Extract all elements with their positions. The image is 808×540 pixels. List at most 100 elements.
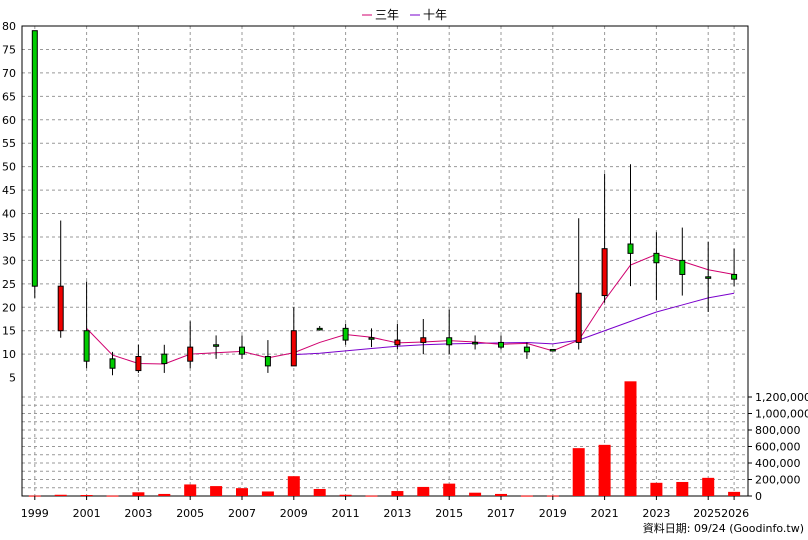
candle (420, 319, 427, 355)
volume-bar (650, 482, 663, 496)
volume-bar (184, 484, 197, 496)
price-tick-label: 15 (2, 325, 16, 338)
price-tick-label: 35 (2, 231, 16, 244)
volume-bar (210, 486, 223, 496)
candle-body (135, 356, 142, 372)
candle (213, 335, 220, 359)
volume-bar (702, 477, 715, 496)
volume-bar (624, 381, 637, 496)
candle (627, 164, 634, 287)
volume-bar (495, 493, 507, 496)
candle (731, 248, 738, 287)
price-tick-label: 70 (2, 67, 16, 80)
candle (187, 321, 194, 369)
volume-bar (469, 492, 482, 496)
plot-border (21, 25, 749, 497)
candle (653, 232, 660, 301)
candle-body (109, 358, 116, 369)
volume-bar (365, 495, 378, 497)
volume-bar (287, 476, 300, 496)
volume-bar (132, 492, 145, 496)
candle (601, 173, 608, 303)
volume-tick-label: 200,000 (755, 474, 801, 487)
volume-bar (572, 448, 585, 496)
x-tick-label: 2007 (228, 507, 256, 520)
candle-body (420, 337, 427, 343)
candle-body (31, 30, 38, 287)
volume-bar (391, 491, 404, 496)
candle (679, 227, 686, 296)
candle (342, 323, 349, 345)
x-axis: 1999 2001 2003 2005 2007 2009 2011 2013 2015 2017… (21, 496, 749, 520)
volume-bar (339, 494, 352, 496)
x-tick-label: 2001 (73, 507, 101, 520)
candle-body (627, 243, 634, 254)
candle (135, 344, 142, 373)
volume-tick-label: 400,000 (755, 457, 801, 470)
price-tick-label: 25 (2, 278, 16, 291)
volume-bar (443, 483, 456, 496)
x-tick-label: 2015 (435, 507, 463, 520)
candle (705, 241, 712, 312)
x-tick-label: 2021 (591, 507, 619, 520)
candle-body (83, 330, 90, 362)
volume-bar (676, 481, 689, 496)
candle (394, 323, 401, 350)
candle-body (290, 330, 297, 367)
candle (239, 335, 245, 359)
candle-body (575, 292, 582, 343)
candle (109, 351, 116, 376)
candle (575, 218, 582, 350)
x-tick-label: 2003 (124, 507, 152, 520)
volume-bar (80, 495, 93, 497)
x-tick-label: 2013 (383, 507, 411, 520)
volume-bar (106, 495, 119, 497)
candle-body (187, 346, 194, 362)
volume-bar (520, 495, 533, 497)
candle-body (57, 285, 64, 332)
price-tick-label: 80 (2, 20, 16, 33)
price-tick-label: 75 (2, 43, 16, 56)
candle-body (316, 327, 323, 331)
candle-body (498, 341, 504, 348)
legend-label-three-year: 三年 (375, 8, 399, 22)
candle-body (679, 259, 686, 275)
price-tick-label: 60 (2, 114, 16, 127)
candle (498, 335, 504, 350)
price-tick-label: 45 (2, 184, 16, 197)
x-tick-label: 2009 (280, 507, 308, 520)
candle-body (161, 353, 168, 365)
volume-tick-label: 800,000 (755, 424, 801, 437)
candle (446, 309, 453, 355)
candle-body (342, 327, 349, 341)
candle (549, 348, 556, 352)
candle (316, 326, 323, 331)
volume-bar (417, 486, 430, 496)
candle-body (213, 344, 220, 347)
x-tick-label: 2026 (721, 507, 749, 520)
x-tick-label: 2011 (332, 507, 360, 520)
candle-body (523, 346, 530, 353)
price-tick-label: 30 (2, 254, 16, 267)
moving-average-lines (86, 253, 735, 365)
volume-bar (313, 488, 326, 496)
candle (31, 30, 38, 298)
volume-bar (236, 488, 248, 496)
legend-label-ten-year: 十年 (423, 8, 447, 22)
candle-body (394, 339, 401, 346)
candle-body (446, 337, 453, 346)
volume-bar (158, 493, 171, 496)
volume-tick-label: 1,200,000 (755, 391, 808, 404)
candle (472, 335, 479, 350)
candle-body (264, 356, 271, 367)
volume-bars (28, 381, 741, 497)
x-tick-label: 2017 (487, 507, 515, 520)
candlesticks (31, 30, 738, 376)
price-tick-label: 20 (2, 301, 16, 314)
candle (161, 344, 168, 373)
candle (523, 342, 530, 359)
plot-frame (21, 25, 749, 497)
volume-bar (54, 494, 67, 496)
price-tick-label: 55 (2, 137, 16, 150)
